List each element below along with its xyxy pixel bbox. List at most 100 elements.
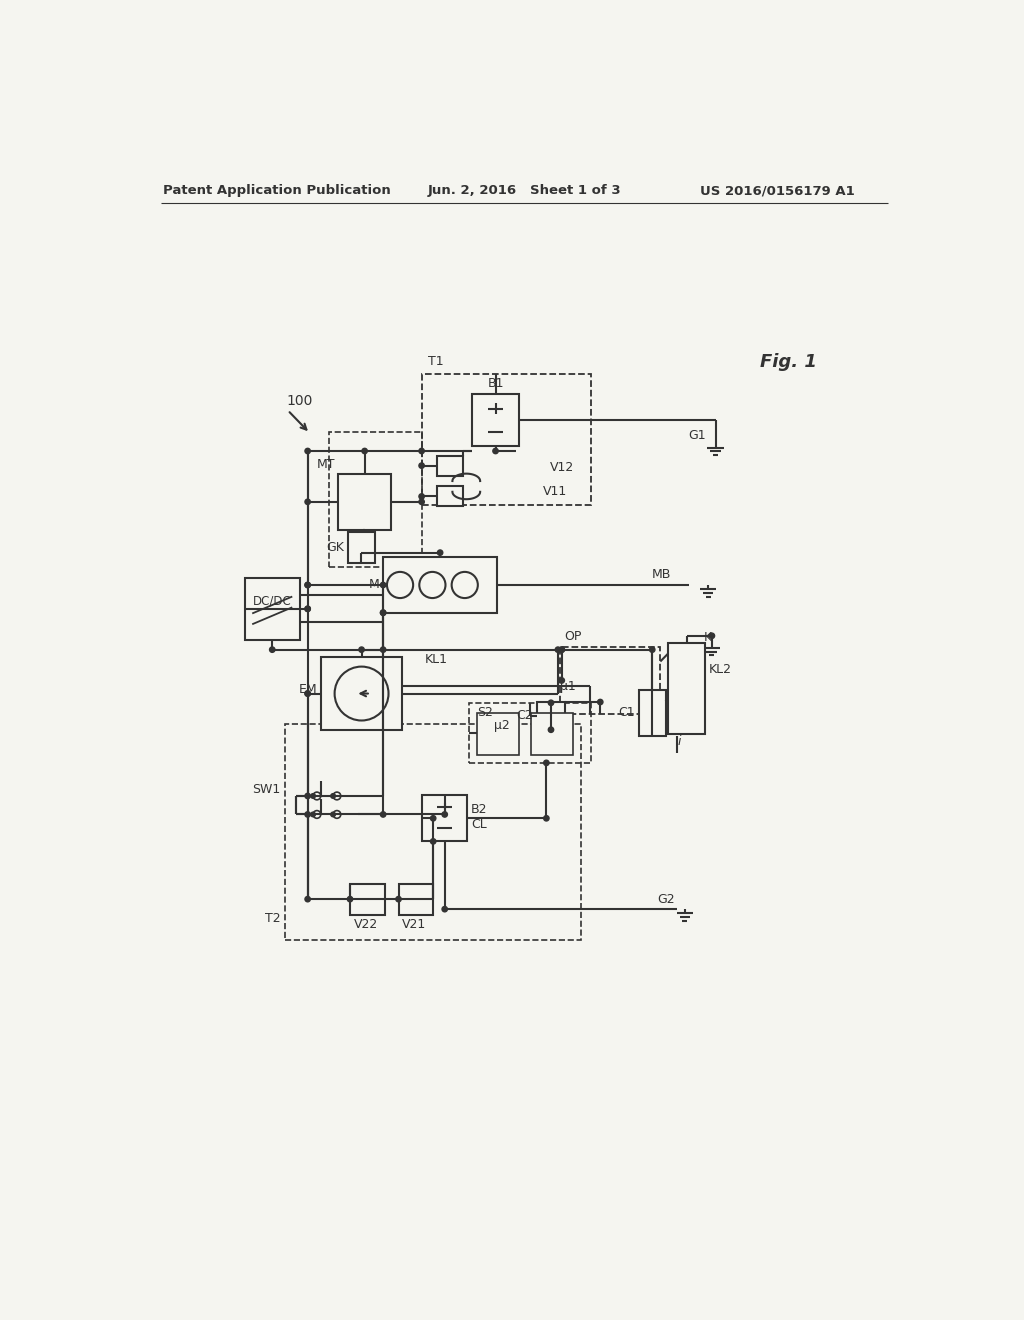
Text: V22: V22 <box>354 917 378 931</box>
Text: C2: C2 <box>517 709 534 722</box>
Circle shape <box>396 896 401 902</box>
Text: EM: EM <box>299 684 317 696</box>
Text: G1: G1 <box>688 429 706 442</box>
Bar <box>398 884 433 915</box>
Text: GK: GK <box>327 541 345 554</box>
Text: Fig. 1: Fig. 1 <box>761 354 817 371</box>
Bar <box>538 702 565 730</box>
Circle shape <box>559 647 564 652</box>
Circle shape <box>387 572 413 598</box>
Text: M: M <box>369 578 379 591</box>
Circle shape <box>381 610 386 615</box>
Text: Jun. 2, 2016   Sheet 1 of 3: Jun. 2, 2016 Sheet 1 of 3 <box>428 185 622 197</box>
Circle shape <box>333 792 341 800</box>
Text: T2: T2 <box>265 912 281 925</box>
Circle shape <box>430 838 436 843</box>
Text: μ2: μ2 <box>494 718 510 731</box>
Circle shape <box>305 812 310 817</box>
Circle shape <box>544 760 549 766</box>
Circle shape <box>331 812 336 817</box>
Bar <box>437 487 463 507</box>
Circle shape <box>381 610 386 615</box>
Circle shape <box>548 700 554 705</box>
Circle shape <box>310 812 315 817</box>
Bar <box>350 884 385 915</box>
Bar <box>348 532 375 562</box>
Text: US 2016/0156179 A1: US 2016/0156179 A1 <box>700 185 855 197</box>
Circle shape <box>559 677 564 684</box>
Circle shape <box>305 606 310 611</box>
Circle shape <box>305 499 310 504</box>
Circle shape <box>331 793 336 799</box>
Circle shape <box>419 463 424 469</box>
Text: MB: MB <box>652 568 672 581</box>
Circle shape <box>419 572 445 598</box>
Circle shape <box>333 810 341 818</box>
Text: Patent Application Publication: Patent Application Publication <box>163 185 391 197</box>
Text: OP: OP <box>564 630 582 643</box>
Text: V12: V12 <box>550 462 574 474</box>
Text: V11: V11 <box>544 484 567 498</box>
Circle shape <box>419 499 424 504</box>
Bar <box>422 374 591 506</box>
Text: DC/DC: DC/DC <box>253 594 292 607</box>
Circle shape <box>305 690 310 696</box>
Circle shape <box>442 907 447 912</box>
Text: G2: G2 <box>657 892 675 906</box>
Text: B1: B1 <box>487 376 504 389</box>
Circle shape <box>305 793 310 799</box>
Circle shape <box>305 606 310 611</box>
Circle shape <box>710 634 715 639</box>
Text: μ1: μ1 <box>560 680 575 693</box>
Circle shape <box>358 647 365 652</box>
Bar <box>472 395 519 446</box>
Bar <box>245 578 300 640</box>
Bar <box>560 647 660 714</box>
Text: MT: MT <box>316 458 336 471</box>
Circle shape <box>305 896 310 902</box>
Circle shape <box>305 582 310 587</box>
Circle shape <box>335 667 388 721</box>
Bar <box>469 702 591 763</box>
Circle shape <box>381 647 386 652</box>
Text: V21: V21 <box>402 917 427 931</box>
Circle shape <box>548 727 554 733</box>
Bar <box>339 474 391 529</box>
Circle shape <box>544 816 549 821</box>
Circle shape <box>305 449 310 454</box>
Circle shape <box>430 816 436 821</box>
Text: CL: CL <box>471 818 486 832</box>
Circle shape <box>310 793 315 799</box>
Bar <box>285 725 581 940</box>
Bar <box>437 455 463 475</box>
Circle shape <box>313 792 321 800</box>
Text: T1: T1 <box>428 355 443 368</box>
Bar <box>531 713 573 755</box>
Circle shape <box>313 810 321 818</box>
Text: KL1: KL1 <box>425 653 447 667</box>
Circle shape <box>452 572 478 598</box>
Text: S2: S2 <box>477 706 493 719</box>
Text: C1: C1 <box>618 706 635 719</box>
Text: SW1: SW1 <box>253 783 281 796</box>
Circle shape <box>442 812 447 817</box>
Bar <box>321 657 402 730</box>
Text: 100: 100 <box>286 393 312 408</box>
Text: B2: B2 <box>471 803 487 816</box>
Circle shape <box>419 494 424 499</box>
Text: KL2: KL2 <box>709 664 732 676</box>
Circle shape <box>437 550 442 556</box>
Circle shape <box>381 582 386 587</box>
Circle shape <box>381 812 386 817</box>
Text: K: K <box>705 631 713 644</box>
Bar <box>639 689 666 737</box>
Circle shape <box>361 449 368 454</box>
Bar <box>422 795 467 841</box>
Circle shape <box>419 449 424 454</box>
Circle shape <box>598 700 603 705</box>
Circle shape <box>347 896 352 902</box>
Circle shape <box>269 647 274 652</box>
Circle shape <box>559 647 564 652</box>
Bar <box>383 557 497 612</box>
Circle shape <box>649 647 655 652</box>
